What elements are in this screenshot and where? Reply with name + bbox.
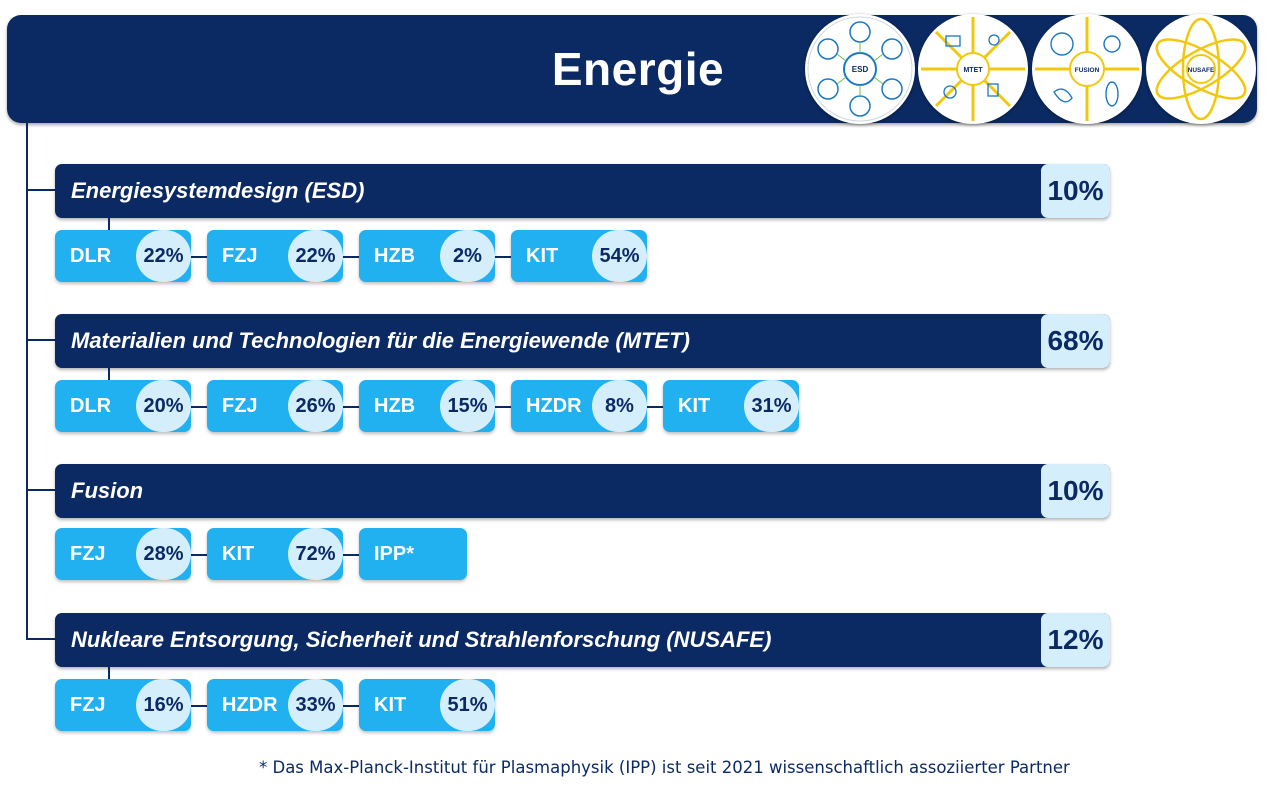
partner-name: DLR — [70, 245, 112, 267]
partner-share: 51% — [440, 679, 495, 731]
partner-share: 33% — [288, 679, 343, 731]
partner-hzdr: HZDR 33% — [207, 679, 343, 731]
page-title: Energie — [551, 43, 725, 95]
group-title: Materialien und Technologien für die Ene… — [71, 328, 690, 353]
connector-line — [343, 705, 359, 707]
branch-line-esd — [26, 189, 56, 191]
partner-dlr: DLR 20% — [55, 380, 191, 432]
partner-hzb: HZB 2% — [359, 230, 495, 282]
partner-share: 22% — [288, 230, 343, 282]
connector-line — [495, 256, 511, 258]
connector-line — [343, 256, 359, 258]
partner-name: KIT — [222, 543, 255, 565]
esd-logo-label: ESD — [852, 65, 869, 74]
group-share-badge: 10% — [1041, 164, 1110, 218]
partner-dlr: DLR 22% — [55, 230, 191, 282]
partner-name: HZDR — [222, 694, 278, 716]
group-title: Energiesystemdesign (ESD) — [71, 178, 365, 203]
connector-line — [343, 554, 359, 556]
partner-share: 72% — [288, 528, 343, 580]
partner-share: 22% — [136, 230, 191, 282]
branch-line-fusion — [26, 489, 56, 491]
partner-ipp: IPP* — [359, 528, 467, 580]
partner-name: KIT — [678, 395, 711, 417]
partner-share: 15% — [440, 380, 495, 432]
connector-line — [647, 406, 663, 408]
connector-line — [191, 406, 207, 408]
partner-share: 54% — [592, 230, 647, 282]
partner-share: 8% — [592, 380, 647, 432]
branch-line-mtet — [26, 339, 56, 341]
partner-name: FZJ — [70, 694, 106, 716]
partner-kit: KIT 54% — [511, 230, 647, 282]
partner-hzb: HZB 15% — [359, 380, 495, 432]
partner-fzj: FZJ 26% — [207, 380, 343, 432]
partner-share: 26% — [288, 380, 343, 432]
fusion-logo: FUSION — [1032, 14, 1142, 124]
group-title: Fusion — [71, 478, 144, 503]
partner-name: HZB — [374, 245, 416, 267]
partner-name: FZJ — [70, 543, 106, 565]
group-stub-line — [108, 368, 110, 380]
partner-hzdr: HZDR 8% — [511, 380, 647, 432]
partner-kit: KIT 31% — [663, 380, 799, 432]
partner-name: HZB — [374, 395, 416, 417]
group-stub-line — [108, 218, 110, 230]
group-share-badge: 68% — [1041, 314, 1110, 368]
tree-trunk-line — [26, 122, 28, 639]
partner-name: FZJ — [222, 395, 258, 417]
connector-line — [495, 406, 511, 408]
partner-share: 31% — [744, 380, 799, 432]
mtet-logo: MTET — [918, 14, 1028, 124]
group-nusafe: Nukleare Entsorgung, Sicherheit und Stra… — [55, 613, 1110, 667]
group-esd: Energiesystemdesign (ESD) 10% — [55, 164, 1110, 218]
connector-line — [343, 406, 359, 408]
partner-name: IPP* — [374, 543, 415, 565]
partner-kit: KIT 72% — [207, 528, 343, 580]
group-share-badge: 10% — [1041, 464, 1110, 518]
group-share-badge: 12% — [1041, 613, 1110, 667]
nusafe-logo: NUSAFE — [1146, 14, 1256, 124]
partner-name: HZDR — [526, 395, 582, 417]
partner-name: KIT — [374, 694, 407, 716]
partner-name: DLR — [70, 395, 112, 417]
partner-share: 16% — [136, 679, 191, 731]
fusion-logo-label: FUSION — [1075, 67, 1100, 74]
nusafe-logo-label: NUSAFE — [1188, 67, 1215, 74]
branch-line-nusafe — [26, 638, 56, 640]
partner-fzj: FZJ 16% — [55, 679, 191, 731]
partner-name: FZJ — [222, 245, 258, 267]
connector-line — [191, 256, 207, 258]
footnote: * Das Max-Planck-Institut für Plasmaphys… — [259, 758, 1070, 777]
group-mtet: Materialien und Technologien für die Ene… — [55, 314, 1110, 368]
partner-share: 2% — [440, 230, 495, 282]
partner-fzj: FZJ 28% — [55, 528, 191, 580]
group-fusion: Fusion 10% — [55, 464, 1110, 518]
connector-line — [191, 705, 207, 707]
mtet-logo-label: MTET — [963, 67, 983, 74]
group-title: Nukleare Entsorgung, Sicherheit und Stra… — [71, 627, 772, 652]
partner-name: KIT — [526, 245, 559, 267]
esd-logo: ESD — [805, 14, 915, 124]
connector-line — [191, 554, 207, 556]
partner-fzj: FZJ 22% — [207, 230, 343, 282]
partner-share: 28% — [136, 528, 191, 580]
group-stub-line — [108, 667, 110, 679]
partner-kit: KIT 51% — [359, 679, 495, 731]
partner-share: 20% — [136, 380, 191, 432]
